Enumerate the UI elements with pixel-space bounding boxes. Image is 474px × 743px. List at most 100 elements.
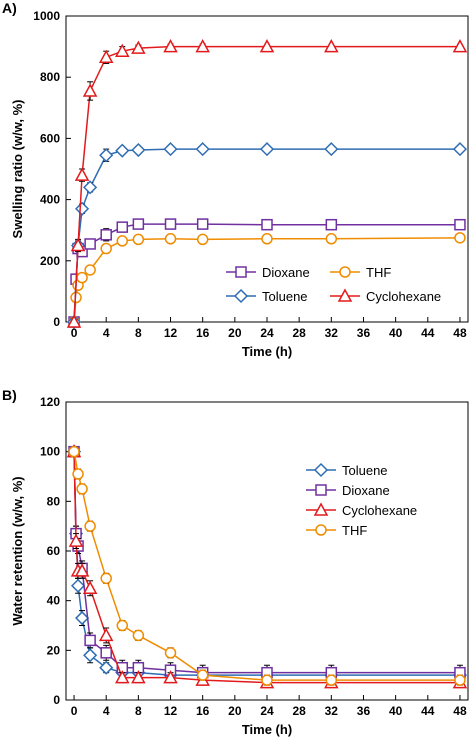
data-point <box>84 520 96 532</box>
data-point <box>115 43 130 57</box>
x-tick-label: 24 <box>260 704 274 718</box>
x-tick-label: 44 <box>421 326 435 340</box>
series-line <box>73 451 460 674</box>
data-point <box>100 242 112 255</box>
data-point <box>131 142 146 158</box>
data-point <box>83 180 98 195</box>
legend-marker <box>315 524 327 536</box>
data-point <box>164 647 177 659</box>
legend-label: Dioxane <box>262 265 310 280</box>
legend: Toluene Dioxane Cyclohexane THF <box>306 462 417 538</box>
data-point <box>84 264 96 276</box>
x-tick-label: 0 <box>71 326 78 340</box>
data-point <box>74 563 90 577</box>
legend-marker <box>339 266 351 278</box>
legend-item-toluene: Toluene <box>306 462 388 478</box>
series-cyclohexane <box>66 39 468 328</box>
x-axis-title: Time (h) <box>242 344 292 359</box>
data-point <box>99 660 114 675</box>
series-line <box>73 45 460 323</box>
y-tick-label: 120 <box>40 395 60 409</box>
data-point <box>76 271 88 284</box>
data-point <box>115 670 130 684</box>
data-point <box>163 670 178 684</box>
legend-label: Cyclohexane <box>366 289 441 304</box>
x-tick-label: 16 <box>196 704 210 718</box>
data-point <box>70 578 86 593</box>
data-point <box>116 619 129 632</box>
data-point <box>196 218 209 230</box>
data-point <box>132 233 145 246</box>
x-axis-title: Time (h) <box>242 722 292 737</box>
data-point <box>100 572 112 585</box>
series-line <box>73 451 460 676</box>
x-tick-label: 20 <box>228 704 242 718</box>
x-tick-label: 24 <box>260 326 274 340</box>
y-tick-label: 80 <box>47 494 61 508</box>
series-thf <box>68 232 466 328</box>
y-tick-label: 100 <box>40 445 60 459</box>
legend-item-dioxane: Dioxane <box>226 265 310 280</box>
data-point <box>196 669 209 681</box>
x-tick-label: 8 <box>135 326 142 340</box>
data-point <box>131 670 146 684</box>
data-point <box>76 483 88 495</box>
x-tick-label: 12 <box>164 326 178 340</box>
series-toluene <box>66 444 468 683</box>
data-point <box>68 445 80 458</box>
data-point <box>325 233 338 245</box>
x-tick-label: 44 <box>421 704 435 718</box>
data-point <box>324 39 339 53</box>
data-point <box>66 314 82 328</box>
x-tick-label: 32 <box>325 704 339 718</box>
series-thf <box>68 445 466 686</box>
legend-marker <box>337 288 353 302</box>
data-point <box>195 142 210 157</box>
data-point <box>72 468 84 480</box>
legend-box <box>220 258 452 308</box>
series-line <box>73 451 460 681</box>
x-tick-label: 0 <box>71 704 78 718</box>
data-point <box>82 83 98 97</box>
data-point <box>163 142 178 157</box>
data-point <box>70 237 86 252</box>
data-point <box>452 39 468 53</box>
data-point <box>83 648 98 663</box>
data-point <box>100 647 112 659</box>
data-point <box>324 142 339 157</box>
legend-label: THF <box>366 265 391 280</box>
data-point <box>325 218 338 231</box>
panel-label-b: B) <box>2 387 17 403</box>
series-dioxane <box>68 445 466 681</box>
data-point <box>452 142 468 157</box>
y-tick-label: 800 <box>40 70 60 84</box>
x-tick-label: 4 <box>103 704 110 718</box>
legend-marker <box>235 266 247 278</box>
y-tick-label: 0 <box>53 315 60 329</box>
x-tick-label: 4 <box>103 326 110 340</box>
data-point <box>259 142 275 157</box>
data-point <box>98 627 114 642</box>
legend-item-cyclohexane: Cyclohexane <box>306 502 417 518</box>
y-tick-label: 400 <box>40 193 60 207</box>
data-point <box>99 148 114 163</box>
x-tick-label: 28 <box>292 326 306 340</box>
data-point <box>163 39 178 53</box>
legend-marker <box>313 462 329 478</box>
legend-label: Toluene <box>262 289 308 304</box>
data-point <box>164 218 177 230</box>
x-tick-label: 36 <box>357 326 371 340</box>
y-axis-title: Water retention (w/w, %) <box>10 476 25 625</box>
plot-frame <box>65 401 469 701</box>
data-point <box>195 39 210 53</box>
x-tick-label: 48 <box>453 704 467 718</box>
data-point <box>115 143 130 158</box>
legend: Dioxane THF Toluene Cyclohexane <box>220 258 452 308</box>
legend-marker <box>313 502 329 516</box>
y-tick-label: 200 <box>40 254 60 268</box>
data-point <box>100 229 112 241</box>
data-point <box>132 629 145 642</box>
